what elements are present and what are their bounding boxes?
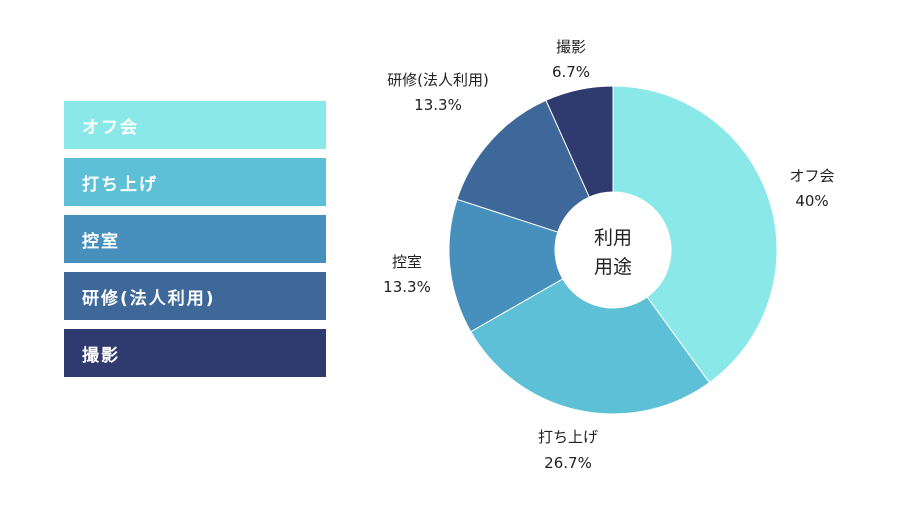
slice-label-uchiage: 打ち上げ: [538, 428, 598, 446]
donut-center-label-line1: 利用: [594, 227, 632, 249]
legend-item-satsuei: 撮影: [64, 329, 326, 377]
donut-slice-hikaeshitsu: [448, 198, 564, 333]
slice-value-kenshu: 13.3%: [414, 96, 462, 114]
donut-slices: [448, 85, 778, 415]
donut-slice-uchiage: [470, 278, 711, 415]
slice-label-kenshu: 研修(法人利用): [387, 71, 489, 89]
donut-slice-kenshu: [456, 99, 590, 233]
donut-center-label-line2: 用途: [594, 256, 632, 278]
donut-slice-satsuei: [545, 85, 614, 198]
legend-item-off-kai: オフ会: [64, 101, 326, 149]
slice-value-off-kai: 40%: [795, 192, 828, 210]
slice-labels: オフ会 40% 打ち上げ 26.7% 控室 13.3% 研修(法人利用) 13.…: [383, 38, 834, 472]
slice-value-uchiage: 26.7%: [544, 454, 592, 472]
slice-label-satsuei: 撮影: [556, 38, 586, 56]
legend-item-hikaeshitsu: 控室: [64, 215, 326, 263]
slice-label-off-kai: オフ会: [789, 167, 834, 185]
legend-item-kenshu: 研修(法人利用): [64, 272, 326, 320]
slice-label-hikaeshitsu: 控室: [392, 253, 422, 271]
slice-value-hikaeshitsu: 13.3%: [383, 278, 431, 296]
slice-value-satsuei: 6.7%: [552, 63, 590, 81]
legend-item-uchiage: 打ち上げ: [64, 158, 326, 206]
chart-legend: オフ会 打ち上げ 控室 研修(法人利用) 撮影: [64, 101, 326, 386]
donut-slice-off-kai: [612, 85, 778, 384]
